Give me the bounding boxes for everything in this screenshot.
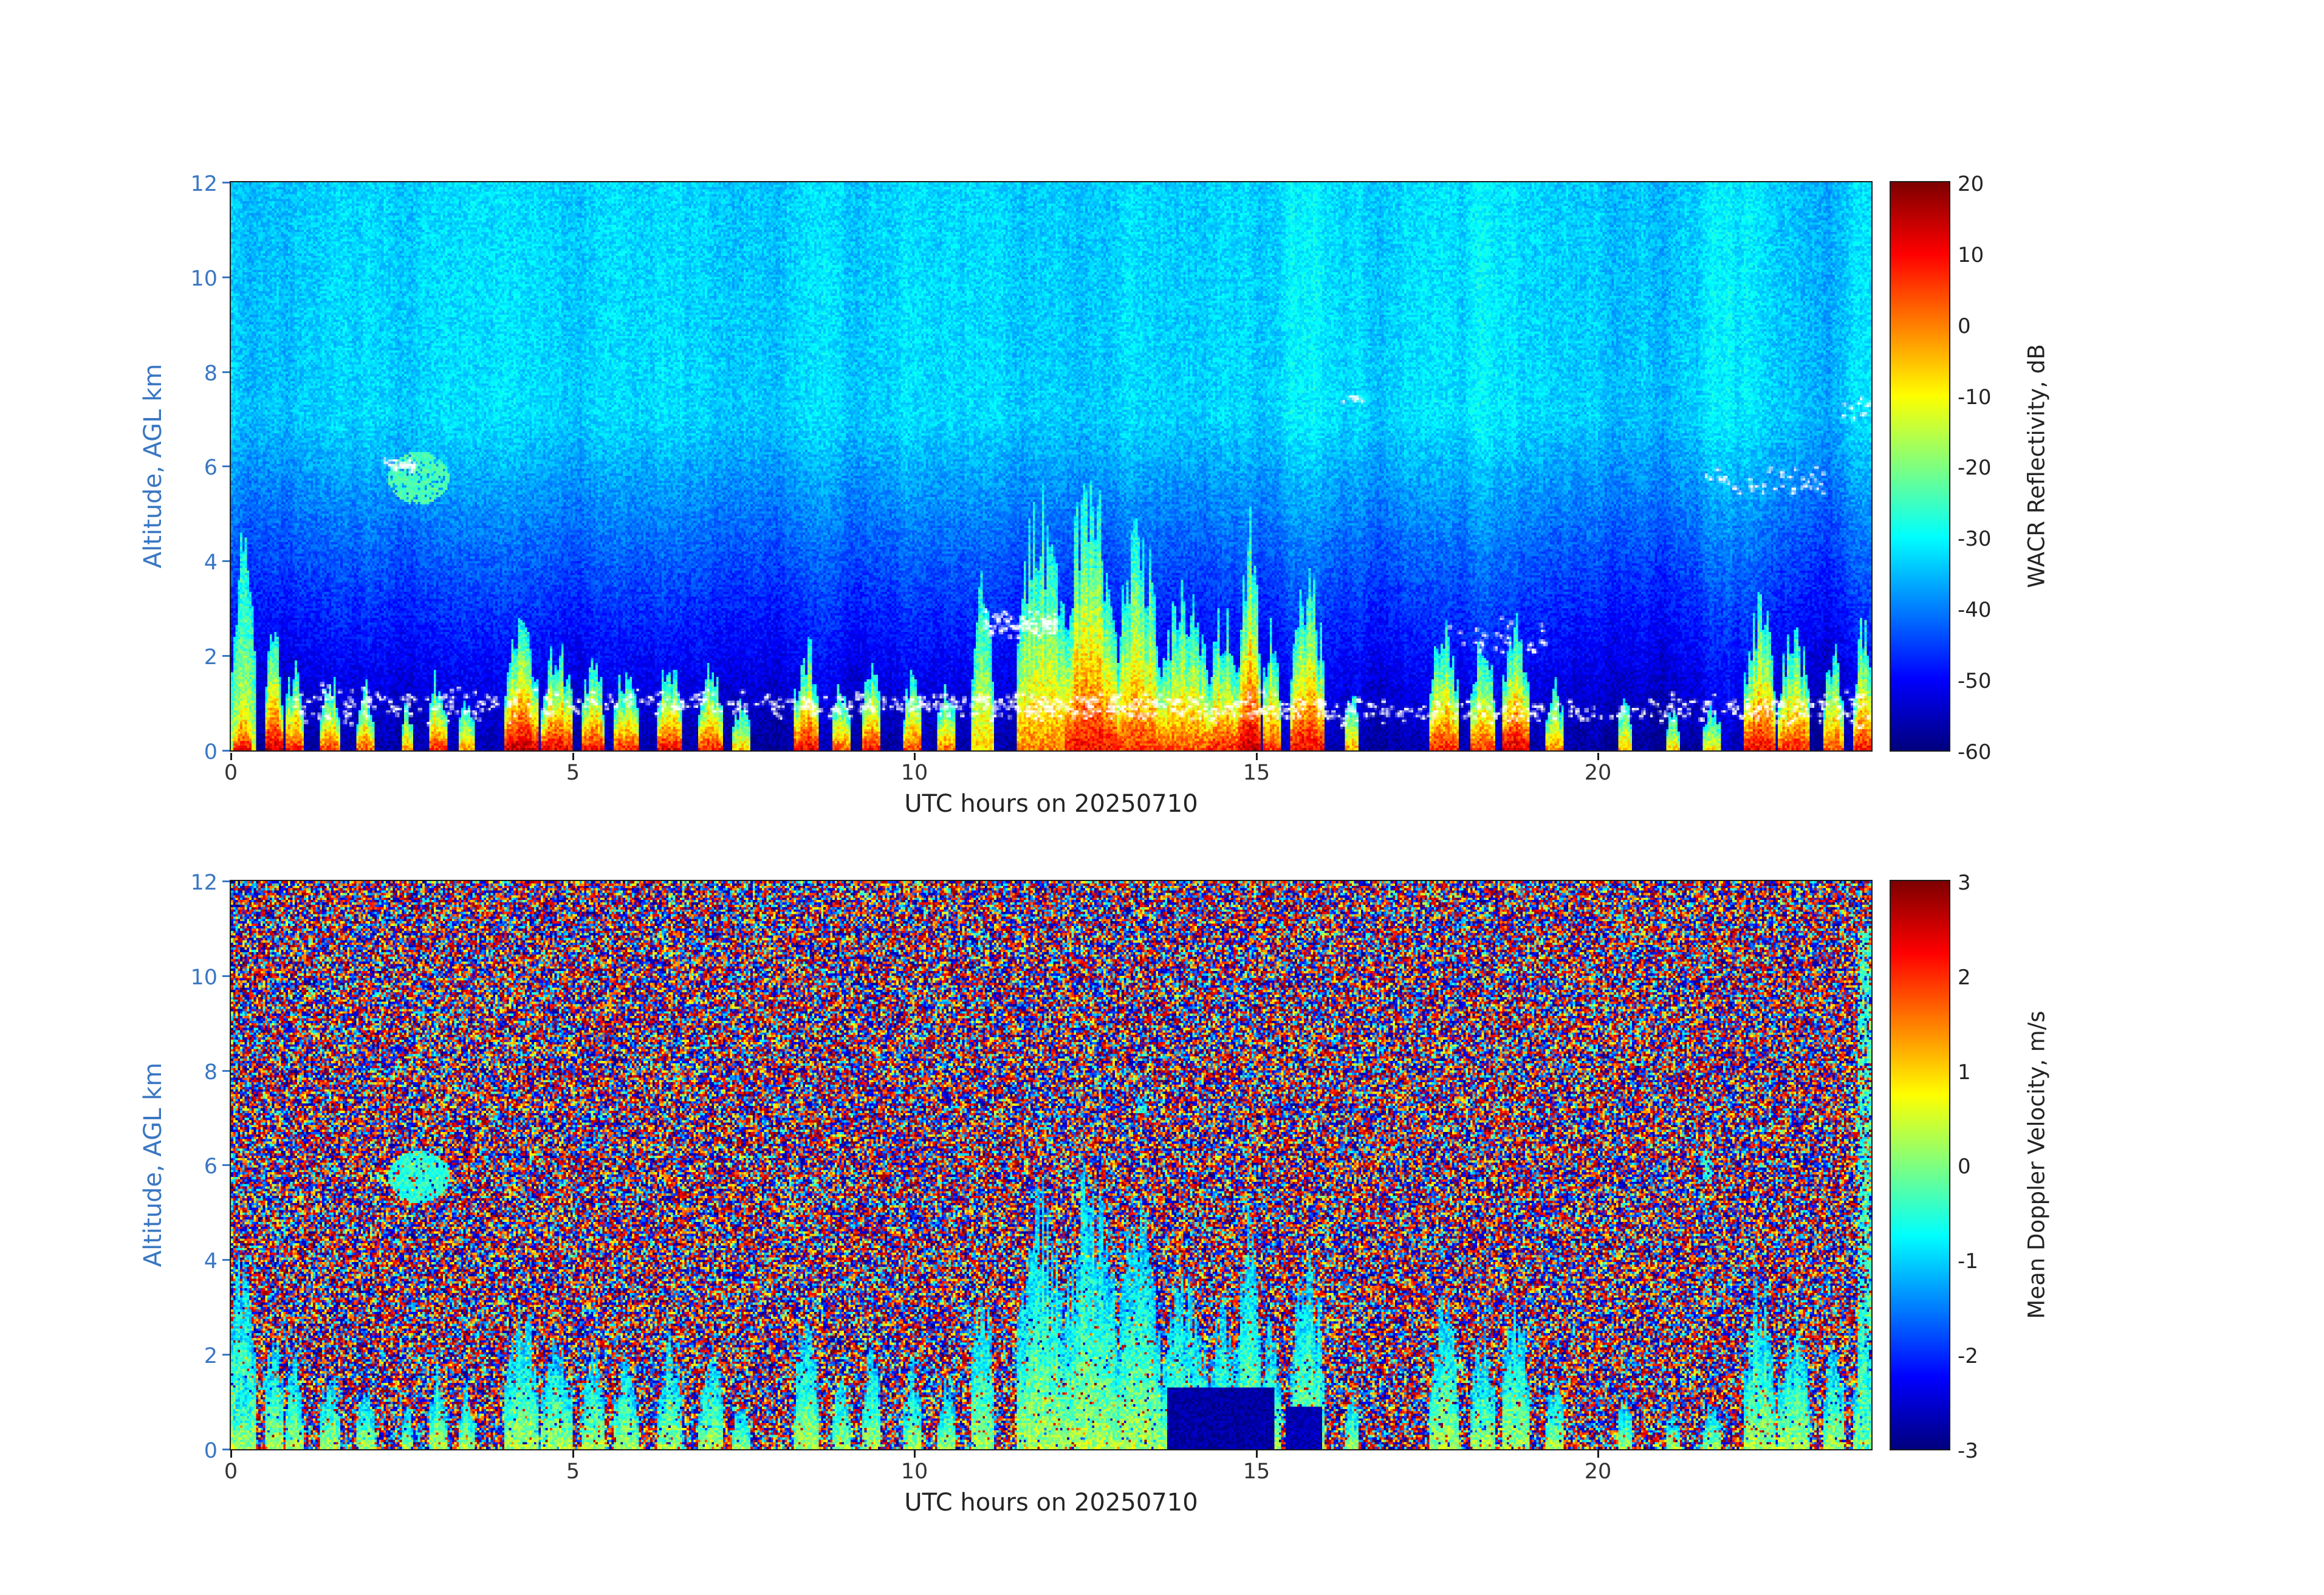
x-tick-label: 10 <box>900 761 928 785</box>
x-tick-mark <box>1256 1450 1258 1458</box>
y-tick-label: 0 <box>204 740 218 764</box>
x-tick-label: 0 <box>224 761 238 785</box>
colorbar-tick-label: 10 <box>1958 243 1984 267</box>
x-tick-label: 15 <box>1243 1460 1270 1484</box>
y-tick-label: 12 <box>190 172 218 196</box>
y-tick-label: 8 <box>204 1060 218 1085</box>
y-tick-mark <box>222 465 230 467</box>
y-tick-mark <box>222 276 230 278</box>
velocity-colorbar <box>1890 880 1950 1450</box>
colorbar-tick-label: -2 <box>1958 1344 1978 1368</box>
x-tick-label: 15 <box>1243 761 1270 785</box>
colorbar-tick-label: -40 <box>1958 598 1992 622</box>
reflectivity-colorbar-gradient <box>1891 182 1949 750</box>
colorbar-tick-label: -30 <box>1958 527 1992 551</box>
x-tick-mark <box>230 1450 232 1458</box>
colorbar-tick-label: -3 <box>1958 1439 1978 1463</box>
y-tick-mark <box>222 750 230 752</box>
y-tick-mark <box>222 560 230 562</box>
y-tick-mark <box>222 1164 230 1166</box>
x-tick-mark <box>914 753 916 760</box>
y-tick-mark <box>222 655 230 657</box>
y-tick-mark <box>222 182 230 184</box>
reflectivity-plot-area <box>230 181 1873 752</box>
y-tick-label: 10 <box>190 966 218 990</box>
colorbar-tick-label: 2 <box>1958 966 1971 990</box>
colorbar-tick-label: -60 <box>1958 740 1992 764</box>
x-tick-label: 20 <box>1584 761 1612 785</box>
colorbar-tick-label: -20 <box>1958 456 1992 480</box>
y-tick-label: 2 <box>204 645 218 670</box>
y-axis-label: Altitude, AGL km <box>139 363 167 569</box>
colorbar-tick-label: 3 <box>1958 871 1971 895</box>
x-tick-label: 0 <box>224 1460 238 1484</box>
y-axis-label: Altitude, AGL km <box>139 1062 167 1267</box>
reflectivity-colorbar <box>1890 181 1950 752</box>
colorbar-label: WACR Reflectivity, dB <box>2023 344 2050 588</box>
colorbar-tick-label: 0 <box>1958 1154 1971 1179</box>
x-axis-label: UTC hours on 20250710 <box>904 1489 1198 1517</box>
x-tick-mark <box>572 1450 574 1458</box>
x-tick-mark <box>914 1450 916 1458</box>
colorbar-tick-label: -1 <box>1958 1249 1978 1274</box>
x-tick-label: 20 <box>1584 1460 1612 1484</box>
colorbar-tick-label: 1 <box>1958 1060 1971 1085</box>
x-tick-label: 5 <box>566 1460 580 1484</box>
x-axis-label: UTC hours on 20250710 <box>904 790 1198 818</box>
y-tick-label: 12 <box>190 871 218 895</box>
y-tick-mark <box>222 1070 230 1072</box>
y-tick-label: 8 <box>204 362 218 386</box>
x-tick-mark <box>1597 753 1599 760</box>
x-tick-mark <box>1256 753 1258 760</box>
colorbar-label: Mean Doppler Velocity, m/s <box>2023 1010 2050 1319</box>
x-tick-label: 5 <box>566 761 580 785</box>
y-tick-label: 6 <box>204 456 218 480</box>
y-tick-label: 4 <box>204 551 218 575</box>
y-tick-mark <box>222 880 230 882</box>
y-tick-mark <box>222 1354 230 1356</box>
colorbar-tick-label: 0 <box>1958 314 1971 338</box>
colorbar-tick-label: -10 <box>1958 385 1992 410</box>
velocity-heatmap <box>231 881 1871 1449</box>
x-tick-mark <box>572 753 574 760</box>
colorbar-tick-label: 20 <box>1958 172 1984 196</box>
y-tick-mark <box>222 371 230 373</box>
y-tick-label: 2 <box>204 1344 218 1368</box>
y-tick-label: 0 <box>204 1439 218 1463</box>
y-tick-mark <box>222 975 230 977</box>
y-tick-mark <box>222 1259 230 1261</box>
y-tick-mark <box>222 1449 230 1450</box>
y-tick-label: 6 <box>204 1154 218 1179</box>
reflectivity-heatmap <box>231 182 1871 750</box>
velocity-colorbar-gradient <box>1891 881 1949 1449</box>
velocity-plot-area <box>230 880 1873 1450</box>
y-tick-label: 10 <box>190 267 218 291</box>
y-tick-label: 4 <box>204 1249 218 1274</box>
x-tick-label: 10 <box>900 1460 928 1484</box>
x-tick-mark <box>1597 1450 1599 1458</box>
colorbar-tick-label: -50 <box>1958 669 1992 693</box>
x-tick-mark <box>230 753 232 760</box>
